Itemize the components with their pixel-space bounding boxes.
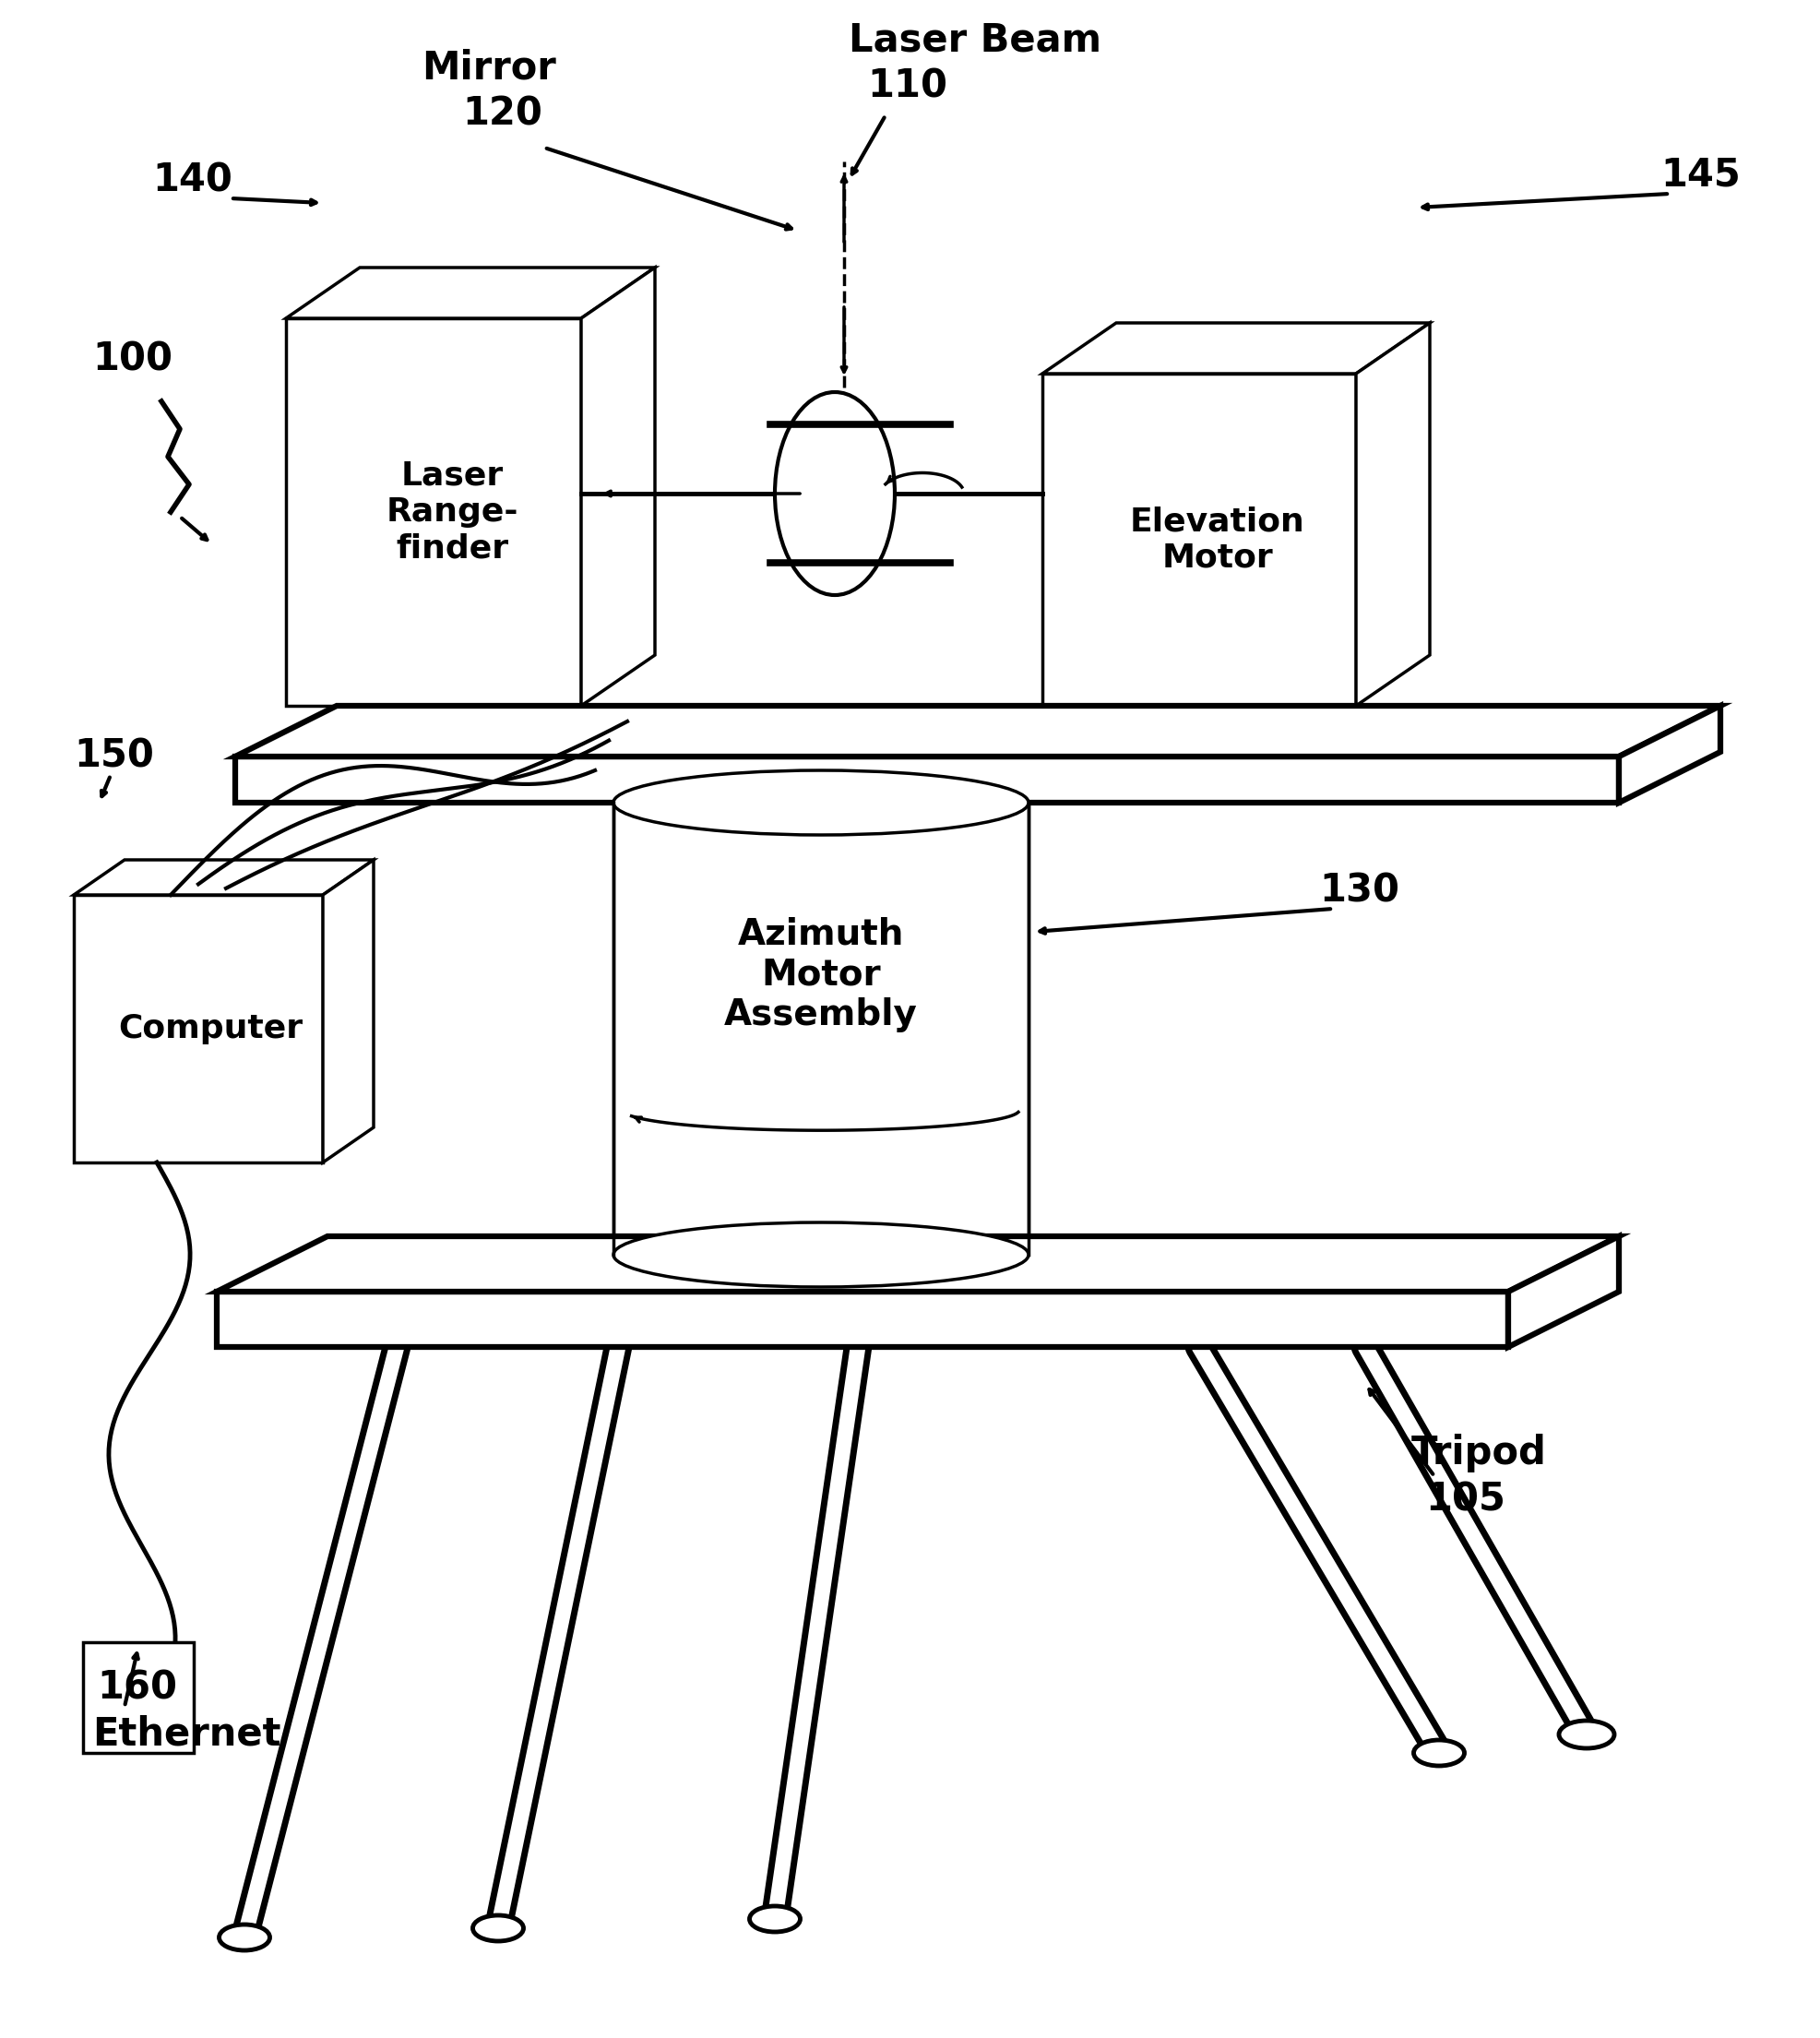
Text: 160: 160: [96, 1669, 177, 1708]
Polygon shape: [75, 895, 322, 1162]
Text: Laser
Range-
finder: Laser Range- finder: [386, 461, 519, 565]
Text: Tripod: Tripod: [1410, 1433, 1547, 1471]
Text: 140: 140: [153, 161, 233, 200]
Polygon shape: [1620, 705, 1720, 803]
Ellipse shape: [1414, 1740, 1465, 1765]
Text: 150: 150: [75, 738, 155, 776]
Polygon shape: [286, 267, 655, 318]
Polygon shape: [286, 318, 581, 705]
Polygon shape: [1356, 322, 1431, 705]
Polygon shape: [1509, 1237, 1620, 1347]
Polygon shape: [322, 860, 373, 1162]
Text: 145: 145: [1660, 157, 1740, 196]
Ellipse shape: [1560, 1720, 1614, 1749]
Text: 100: 100: [93, 340, 173, 379]
Text: Elevation
Motor: Elevation Motor: [1130, 505, 1305, 573]
Polygon shape: [84, 1643, 193, 1753]
Ellipse shape: [750, 1906, 801, 1932]
Polygon shape: [613, 803, 1028, 1255]
Polygon shape: [235, 756, 1620, 803]
Polygon shape: [1043, 322, 1431, 373]
Text: Mirror: Mirror: [422, 49, 557, 88]
Ellipse shape: [775, 391, 895, 595]
Ellipse shape: [218, 1924, 269, 1950]
Text: Ethernet: Ethernet: [93, 1716, 280, 1755]
Polygon shape: [581, 267, 655, 705]
Text: Laser Beam: Laser Beam: [848, 20, 1101, 59]
Polygon shape: [235, 705, 1720, 756]
Text: 105: 105: [1425, 1480, 1505, 1518]
Text: Computer: Computer: [118, 1013, 304, 1043]
Text: 110: 110: [866, 67, 948, 106]
Polygon shape: [217, 1237, 1620, 1292]
Ellipse shape: [473, 1916, 524, 1940]
Ellipse shape: [613, 770, 1028, 836]
Text: 120: 120: [462, 96, 542, 135]
Polygon shape: [75, 860, 373, 895]
Polygon shape: [217, 1292, 1509, 1347]
Polygon shape: [1043, 373, 1356, 705]
Ellipse shape: [613, 1223, 1028, 1288]
Text: 130: 130: [1320, 870, 1400, 909]
Text: Azimuth
Motor
Assembly: Azimuth Motor Assembly: [724, 917, 917, 1033]
